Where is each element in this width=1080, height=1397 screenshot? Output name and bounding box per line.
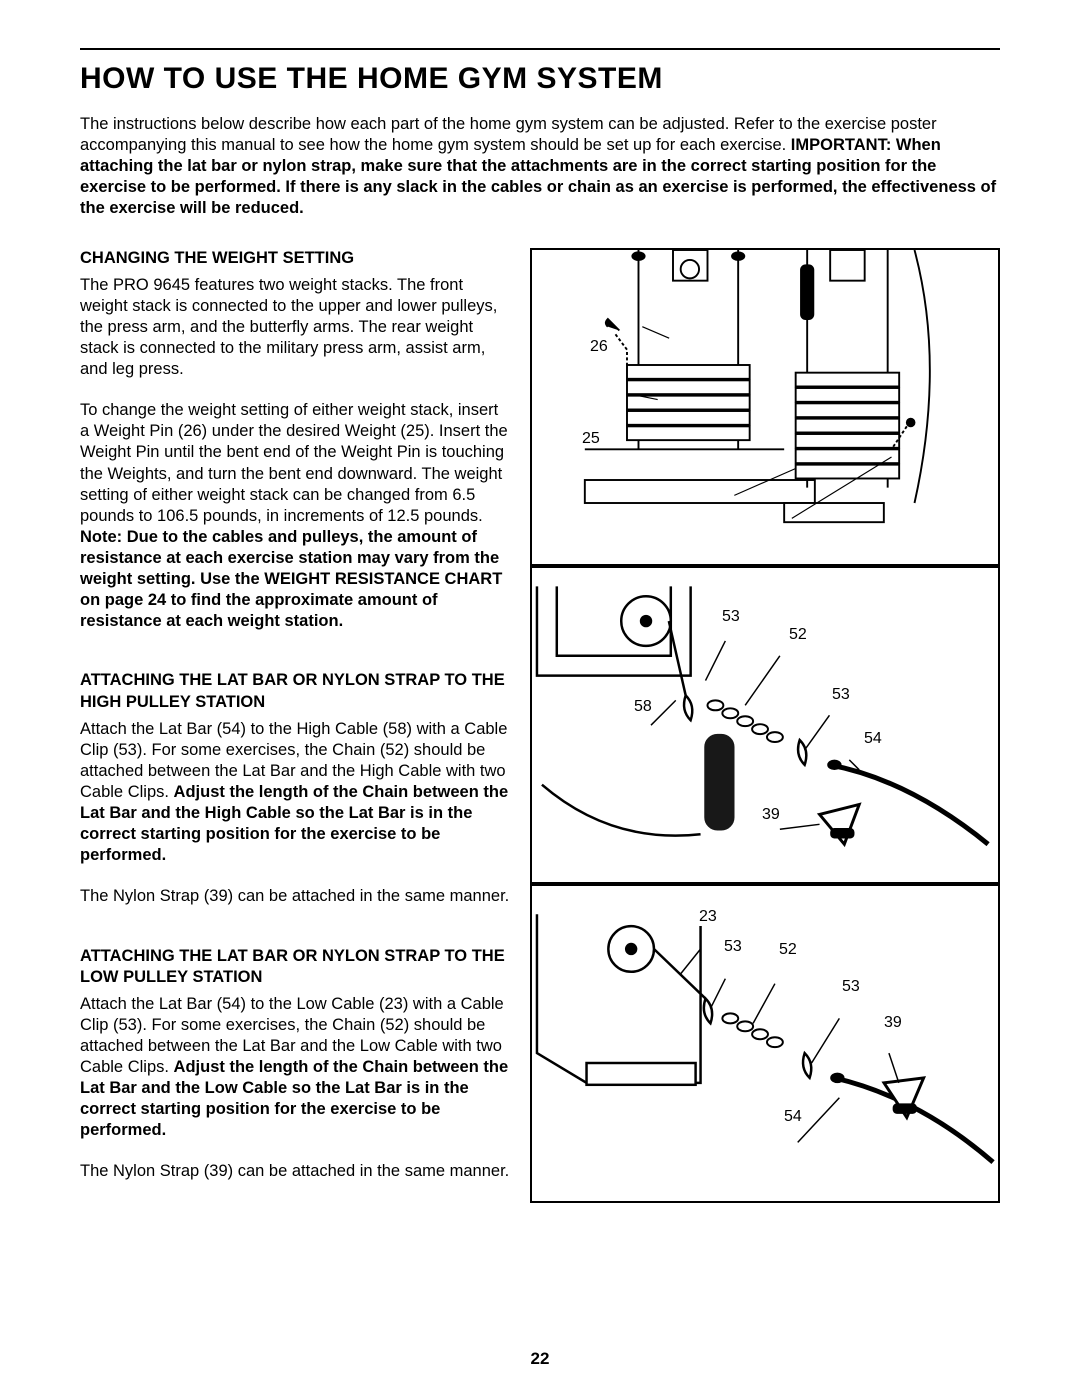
section2-p2: The Nylon Strap (39) can be attached in … xyxy=(80,886,510,907)
right-column: 26 25 25 26 xyxy=(530,248,1000,1203)
top-rule xyxy=(80,48,1000,50)
callout-53b-low: 53 xyxy=(840,978,862,996)
callout-54-low: 54 xyxy=(782,1108,804,1126)
page-title: HOW TO USE THE HOME GYM SYSTEM xyxy=(80,62,1000,96)
left-column: CHANGING THE WEIGHT SETTING The PRO 9645… xyxy=(80,248,510,1203)
callout-23: 23 xyxy=(697,908,719,926)
callout-25a: 25 xyxy=(580,430,602,448)
intro-paragraph: The instructions below describe how each… xyxy=(80,114,1000,220)
section3-p1: Attach the Lat Bar (54) to the Low Cable… xyxy=(80,994,510,1142)
section1-p2-bold: Note: Due to the cables and pulleys, the… xyxy=(80,528,502,630)
weight-stack-diagram xyxy=(532,250,998,564)
figure-high-pulley: 53 52 58 53 54 39 xyxy=(530,566,1000,884)
two-column-layout: CHANGING THE WEIGHT SETTING The PRO 9645… xyxy=(80,248,1000,1203)
callout-53b: 53 xyxy=(830,686,852,704)
callout-52-low: 52 xyxy=(777,941,799,959)
section2-p1: Attach the Lat Bar (54) to the High Cabl… xyxy=(80,719,510,867)
section1-p1: The PRO 9645 features two weight stacks.… xyxy=(80,275,510,381)
section2-heading: ATTACHING THE LAT BAR OR NYLON STRAP TO … xyxy=(80,670,510,712)
low-pulley-diagram xyxy=(532,886,998,1200)
callout-39: 39 xyxy=(760,806,782,824)
section1-p2-plain: To change the weight setting of either w… xyxy=(80,401,508,525)
callout-53a-low: 53 xyxy=(722,938,744,956)
figure-low-pulley: 23 53 52 53 39 54 xyxy=(530,884,1000,1202)
section3-p2: The Nylon Strap (39) can be attached in … xyxy=(80,1161,510,1182)
callout-26a: 26 xyxy=(588,338,610,356)
section1-heading: CHANGING THE WEIGHT SETTING xyxy=(80,248,510,269)
section3-heading: ATTACHING THE LAT BAR OR NYLON STRAP TO … xyxy=(80,946,510,988)
section1-p2: To change the weight setting of either w… xyxy=(80,400,510,632)
page-number: 22 xyxy=(0,1349,1080,1369)
high-pulley-diagram xyxy=(532,568,998,882)
callout-54: 54 xyxy=(862,730,884,748)
callout-58: 58 xyxy=(632,698,654,716)
figure-weight-stacks: 26 25 25 26 xyxy=(530,248,1000,566)
callout-39-low: 39 xyxy=(882,1014,904,1032)
callout-52: 52 xyxy=(787,626,809,644)
callout-53a: 53 xyxy=(720,608,742,626)
